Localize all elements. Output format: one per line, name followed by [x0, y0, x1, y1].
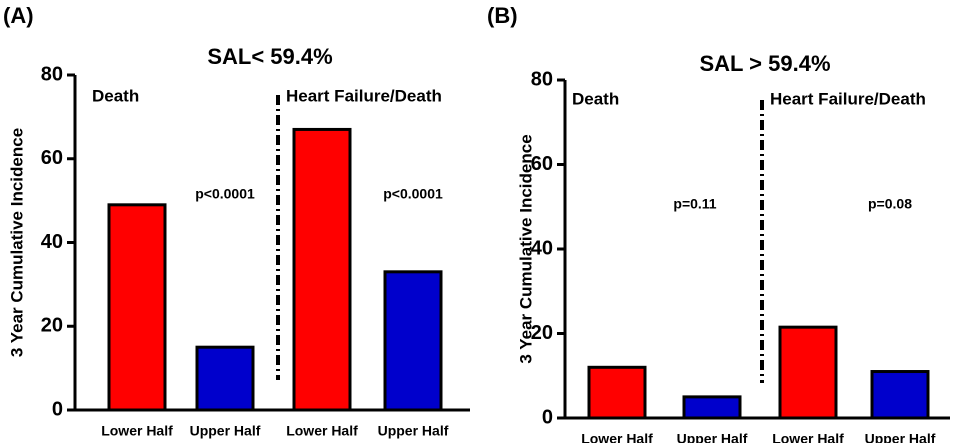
bar	[870, 370, 930, 420]
chart-title: SAL > 59.4%	[699, 51, 830, 76]
y-tick-label: 80	[531, 68, 553, 90]
x-tick-label: Upper Half	[677, 431, 748, 443]
y-tick-label: 40	[531, 237, 553, 259]
x-tick-label: Upper Half	[865, 431, 936, 443]
bar	[682, 395, 742, 420]
x-tick-label: Upper Half	[190, 423, 261, 439]
bar	[195, 345, 255, 412]
y-tick-label: 40	[41, 231, 63, 253]
annotation: p=0.08	[868, 196, 912, 212]
y-tick-label: 20	[531, 322, 553, 344]
x-tick-label: Lower Half	[581, 431, 653, 443]
x-tick-label: Lower Half	[286, 423, 358, 439]
annotation: Death	[92, 86, 139, 105]
y-tick-label: 80	[41, 63, 63, 85]
y-tick-label: 60	[531, 153, 553, 175]
y-tick-label: 60	[41, 147, 63, 169]
y-axis-label: 3 Year Cumulative Incidence	[516, 134, 535, 363]
y-tick-label: 20	[41, 315, 63, 337]
x-tick-label: Lower Half	[101, 423, 173, 439]
panel-label: (A)	[3, 3, 34, 28]
annotation: p=0.11	[673, 196, 716, 212]
y-axis-label: 3 Year Cumulative Incidence	[7, 128, 26, 357]
bar	[587, 365, 647, 420]
bar	[778, 325, 838, 420]
panel-label: (B)	[487, 3, 518, 28]
annotation: Heart Failure/Death	[770, 89, 926, 108]
bar	[292, 127, 352, 412]
bar	[383, 270, 443, 412]
annotation: p<0.0001	[383, 186, 443, 202]
x-tick-label: Lower Half	[772, 431, 844, 443]
annotation: Heart Failure/Death	[286, 86, 442, 105]
annotation: Death	[572, 89, 619, 108]
annotation: p<0.0001	[195, 186, 255, 202]
bar	[107, 203, 167, 412]
y-tick-label: 0	[542, 406, 553, 428]
x-tick-label: Upper Half	[378, 423, 449, 439]
chart-title: SAL< 59.4%	[207, 44, 332, 69]
y-tick-label: 0	[52, 398, 63, 420]
